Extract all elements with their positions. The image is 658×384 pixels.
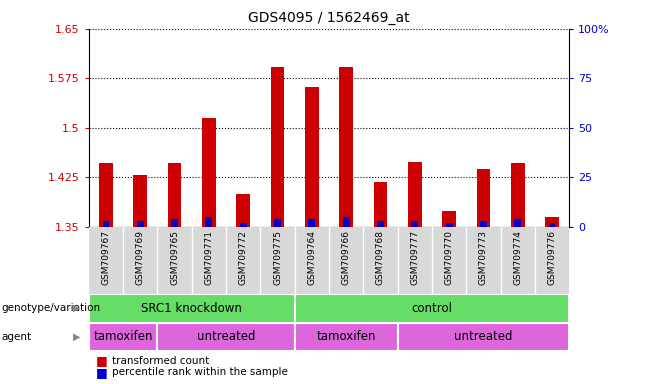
Text: SRC1 knockdown: SRC1 knockdown — [141, 302, 242, 314]
Text: GSM709770: GSM709770 — [445, 230, 453, 285]
Bar — [157, 323, 295, 351]
Bar — [168, 162, 182, 227]
Text: GSM709765: GSM709765 — [170, 230, 179, 285]
Text: GSM709775: GSM709775 — [273, 230, 282, 285]
Bar — [411, 221, 418, 227]
Text: tamoxifen: tamoxifen — [93, 331, 153, 343]
Text: GSM709776: GSM709776 — [547, 230, 557, 285]
Text: GSM709764: GSM709764 — [307, 230, 316, 285]
Text: GSM709773: GSM709773 — [479, 230, 488, 285]
Text: ▶: ▶ — [74, 303, 81, 313]
Bar — [377, 221, 384, 227]
Bar — [274, 218, 281, 227]
Bar — [89, 294, 295, 323]
Bar — [295, 323, 397, 351]
Bar — [134, 175, 147, 227]
Bar — [205, 217, 213, 227]
Bar — [397, 323, 569, 351]
Bar — [408, 162, 422, 227]
Text: ▶: ▶ — [74, 332, 81, 342]
Bar — [476, 169, 490, 227]
Text: untreated: untreated — [197, 331, 255, 343]
Bar — [305, 87, 318, 227]
Text: control: control — [411, 302, 453, 314]
Bar — [202, 118, 216, 227]
Text: GSM709772: GSM709772 — [239, 230, 247, 285]
Bar — [445, 223, 453, 227]
Text: GSM709766: GSM709766 — [342, 230, 351, 285]
Text: ■: ■ — [95, 354, 107, 367]
Bar — [545, 217, 559, 227]
Bar — [99, 162, 113, 227]
Bar — [240, 223, 247, 227]
Text: GSM709777: GSM709777 — [411, 230, 419, 285]
Text: GSM709767: GSM709767 — [101, 230, 111, 285]
Bar — [549, 223, 555, 227]
Bar — [309, 218, 315, 227]
Text: percentile rank within the sample: percentile rank within the sample — [112, 367, 288, 377]
Bar — [89, 227, 569, 294]
Bar — [340, 67, 353, 227]
Text: tamoxifen: tamoxifen — [316, 331, 376, 343]
Title: GDS4095 / 1562469_at: GDS4095 / 1562469_at — [248, 11, 410, 25]
Text: agent: agent — [1, 332, 32, 342]
Bar — [295, 294, 569, 323]
Bar — [343, 217, 349, 227]
Text: GSM709768: GSM709768 — [376, 230, 385, 285]
Bar — [511, 162, 524, 227]
Bar — [137, 221, 143, 227]
Text: transformed count: transformed count — [112, 356, 209, 366]
Text: GSM709771: GSM709771 — [205, 230, 213, 285]
Text: untreated: untreated — [454, 331, 513, 343]
Bar — [480, 221, 487, 227]
Bar — [171, 218, 178, 227]
Text: genotype/variation: genotype/variation — [1, 303, 101, 313]
Bar — [515, 218, 521, 227]
Bar — [103, 221, 109, 227]
Bar — [442, 212, 456, 227]
Bar — [236, 194, 250, 227]
Bar — [374, 182, 388, 227]
Text: ■: ■ — [95, 366, 107, 379]
Bar — [270, 67, 284, 227]
Text: GSM709769: GSM709769 — [136, 230, 145, 285]
Bar — [89, 323, 157, 351]
Text: GSM709774: GSM709774 — [513, 230, 522, 285]
